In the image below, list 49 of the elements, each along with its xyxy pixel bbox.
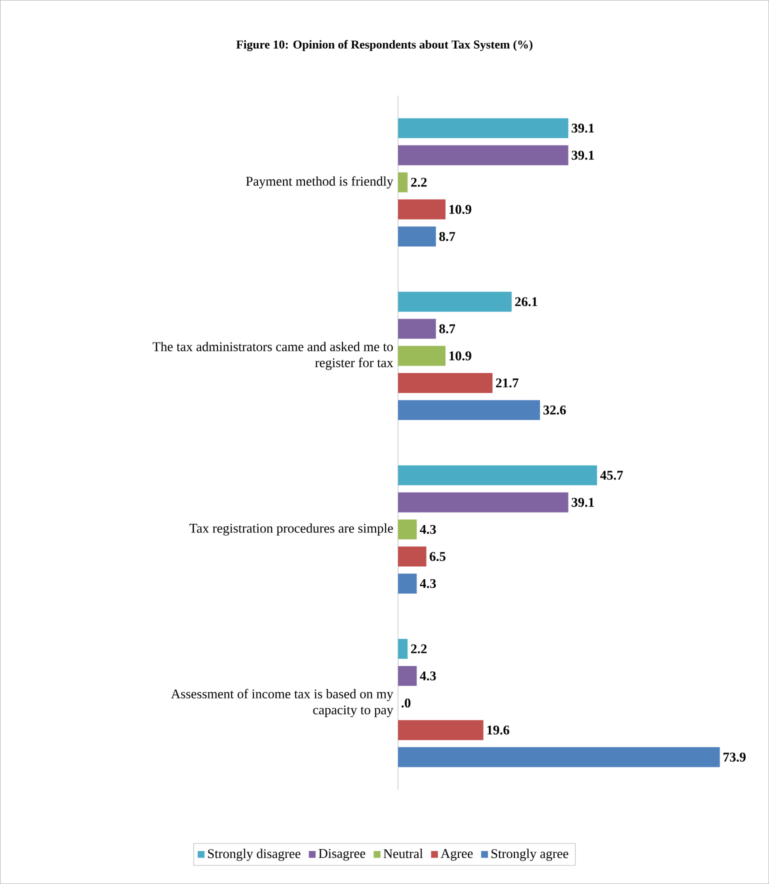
data-label: 39.1 [572, 150, 594, 160]
bar [398, 574, 417, 594]
bar [398, 145, 568, 166]
bar [398, 199, 446, 220]
bar [398, 118, 568, 138]
data-label: .0 [402, 698, 410, 708]
bar [398, 638, 408, 659]
legend-label: Strongly disagree [208, 848, 300, 861]
legend-label: Neutral [383, 848, 423, 858]
bar [398, 492, 568, 512]
data-label: 10.9 [449, 204, 472, 214]
data-label: 8.7 [439, 324, 456, 334]
data-label: 2.2 [411, 644, 427, 654]
data-label: 4.3 [420, 671, 436, 680]
data-label: 19.6 [487, 726, 510, 735]
bar [398, 747, 720, 768]
data-label: 8.7 [439, 232, 456, 242]
y-tick-label: The tax administrators came and asked me to register for tax [152, 342, 394, 370]
data-label: 4.3 [420, 524, 436, 534]
legend-label: Disagree [318, 849, 366, 861]
bar [398, 292, 512, 312]
data-label: 21.7 [496, 378, 518, 388]
bar [398, 720, 484, 740]
bar [398, 346, 446, 366]
data-label: 39.1 [572, 498, 594, 507]
data-label: 4.3 [420, 579, 436, 588]
bar [398, 666, 417, 686]
y-tick-label: Assessment of income tax is based on my capacity to pay [170, 688, 394, 718]
bar [398, 465, 598, 486]
bar [398, 519, 417, 540]
data-label: 10.9 [449, 351, 472, 360]
data-label: 2.2 [411, 178, 427, 187]
bar [398, 372, 492, 393]
data-label: 32.6 [543, 406, 566, 415]
bar [398, 172, 408, 192]
data-label: 6.5 [430, 552, 446, 562]
data-label: 45.7 [600, 470, 623, 480]
legend-label: Agree [440, 849, 473, 861]
bar [398, 226, 436, 246]
y-tick-label: Tax registration procedures are simple [189, 523, 393, 536]
legend-label: Strongly agree [491, 848, 568, 861]
bar [398, 546, 426, 567]
data-label: 39.1 [572, 124, 594, 133]
data-label: 26.1 [515, 297, 538, 306]
y-tick-label: Payment method is friendly [246, 176, 394, 188]
chart-title: Figure 10: Opinion of Respondents about Tax System (%) [236, 40, 532, 52]
bar [398, 400, 540, 420]
bar [398, 318, 436, 339]
data-label: 73.9 [723, 752, 746, 762]
